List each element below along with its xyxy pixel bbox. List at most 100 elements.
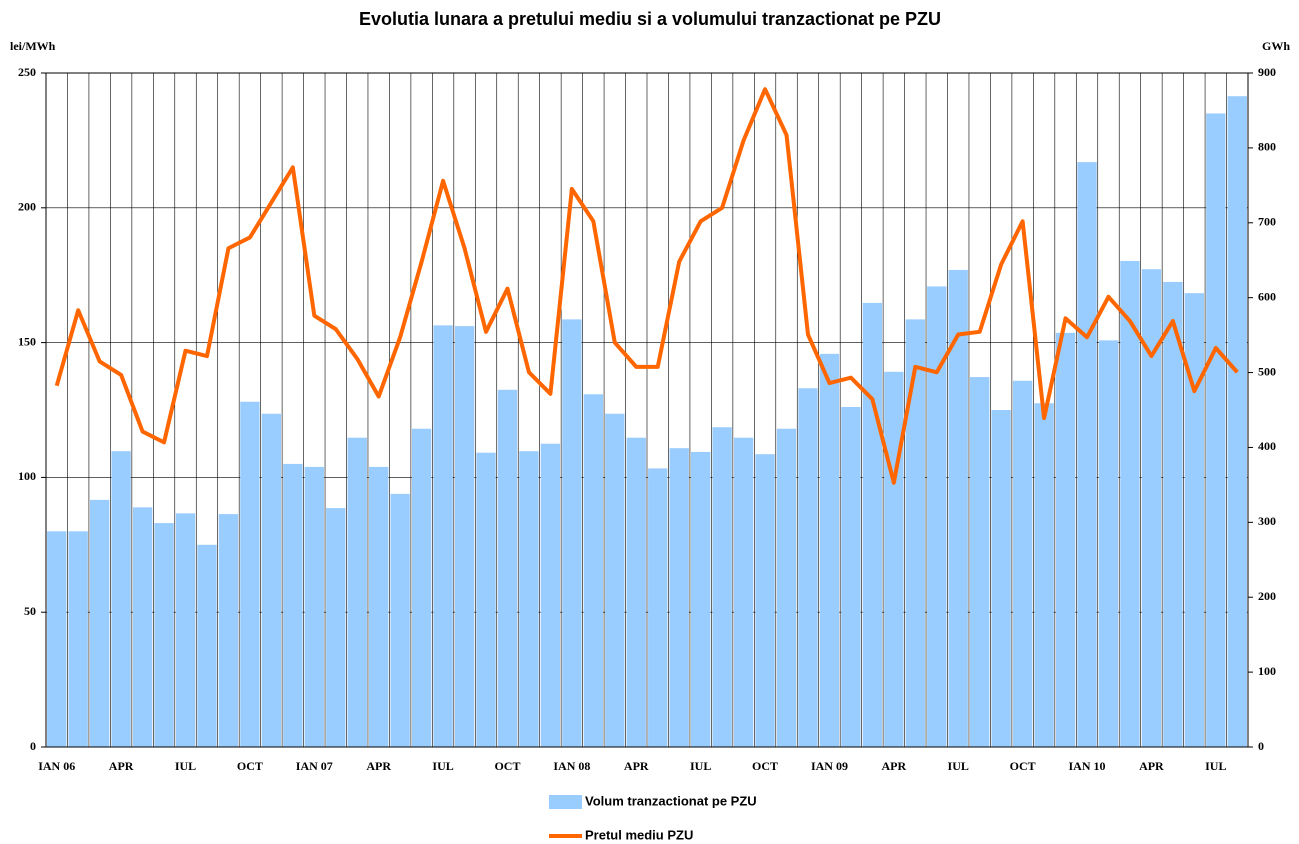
x-tick-label: APR <box>624 759 649 773</box>
x-tick-label: IAN 08 <box>553 759 590 773</box>
bar <box>68 531 88 747</box>
y2-tick-label: 400 <box>1258 439 1276 453</box>
x-tick-label: IUL <box>432 759 453 773</box>
bar <box>1206 113 1226 747</box>
y2-tick-label: 500 <box>1258 364 1276 378</box>
bar <box>175 513 196 747</box>
y2-tick-label: 600 <box>1258 289 1276 303</box>
x-tick-label: IAN 10 <box>1069 759 1106 773</box>
x-tick-label: OCT <box>237 759 263 773</box>
bar <box>111 451 131 747</box>
x-tick-label: APR <box>109 759 134 773</box>
bar <box>927 286 947 747</box>
bar <box>132 507 153 747</box>
y-tick-label: 250 <box>18 65 36 79</box>
bar <box>1141 269 1162 747</box>
bar <box>1163 281 1183 747</box>
y2-tick-label: 0 <box>1258 739 1264 753</box>
bar <box>970 377 990 747</box>
y-tick-label: 100 <box>18 469 36 483</box>
bar <box>347 437 367 747</box>
x-tick-label: APR <box>882 759 907 773</box>
x-tick-label: IUL <box>948 759 969 773</box>
bar <box>1012 380 1033 747</box>
bar <box>776 428 797 747</box>
bar <box>90 499 110 747</box>
bar <box>1077 162 1097 747</box>
bar <box>411 428 432 747</box>
bar <box>562 319 582 747</box>
y2-tick-label: 100 <box>1258 664 1276 678</box>
x-tick-label: APR <box>1139 759 1164 773</box>
legend-swatch <box>549 795 582 809</box>
bar <box>1227 96 1247 747</box>
legend-label: Pretul mediu PZU <box>585 827 693 842</box>
bar <box>948 269 968 747</box>
x-tick-label: IUL <box>1205 759 1226 773</box>
bar <box>819 353 840 747</box>
bar <box>519 451 539 747</box>
legend-label: Volum tranzactionat pe PZU <box>585 793 757 808</box>
bar <box>240 401 260 747</box>
bar <box>605 413 625 747</box>
y2-tick-label: 700 <box>1258 215 1276 229</box>
bar <box>626 437 646 747</box>
x-tick-label: IAN 07 <box>296 759 333 773</box>
y-tick-label: 0 <box>30 739 36 753</box>
plot-border <box>45 72 1249 748</box>
y2-tick-label: 300 <box>1258 514 1276 528</box>
y-axis-label: lei/MWh <box>10 39 56 53</box>
y-tick-label: 200 <box>18 200 36 214</box>
x-tick-label: OCT <box>752 759 778 773</box>
bar <box>454 326 475 747</box>
bar <box>283 463 303 747</box>
y-tick-label: 50 <box>24 604 36 618</box>
line <box>54 87 1239 485</box>
bar <box>326 508 346 747</box>
bar <box>497 389 518 747</box>
bar <box>540 443 561 747</box>
bar <box>1120 260 1140 747</box>
bar <box>218 514 239 747</box>
bar <box>712 427 732 747</box>
bar <box>261 413 282 747</box>
bar <box>798 388 818 747</box>
bar <box>154 523 174 747</box>
y2-axis-label: GWh <box>1262 39 1290 53</box>
bar <box>433 325 453 747</box>
bar <box>648 468 668 747</box>
bar <box>991 410 1011 747</box>
bar <box>884 371 904 747</box>
bar <box>390 493 410 747</box>
x-tick-label: IAN 09 <box>811 759 848 773</box>
x-tick-label: IAN 06 <box>38 759 75 773</box>
y2-tick-label: 800 <box>1258 140 1276 154</box>
bar <box>1055 332 1076 747</box>
bar <box>1184 293 1204 747</box>
bar <box>1098 340 1119 747</box>
bar <box>369 466 389 747</box>
x-tick-label: IUL <box>175 759 196 773</box>
bar <box>669 448 689 747</box>
bar <box>47 531 67 747</box>
bar <box>841 407 861 747</box>
bar <box>905 319 925 747</box>
bar <box>862 302 883 747</box>
chart-title: Evolutia lunara a pretului mediu si a vo… <box>359 9 941 29</box>
bar <box>691 451 711 747</box>
bar <box>1034 403 1054 747</box>
y-tick-label: 150 <box>18 334 36 348</box>
x-tick-label: APR <box>366 759 391 773</box>
x-tick-label: IUL <box>690 759 711 773</box>
bar <box>304 466 324 747</box>
x-tick-label: OCT <box>1010 759 1036 773</box>
x-tick-label: OCT <box>494 759 520 773</box>
bar <box>583 394 603 747</box>
bar <box>755 454 775 747</box>
bar <box>197 544 217 747</box>
bar <box>733 437 754 747</box>
y2-tick-label: 900 <box>1258 65 1276 79</box>
bar <box>476 452 496 747</box>
y2-tick-label: 200 <box>1258 589 1276 603</box>
